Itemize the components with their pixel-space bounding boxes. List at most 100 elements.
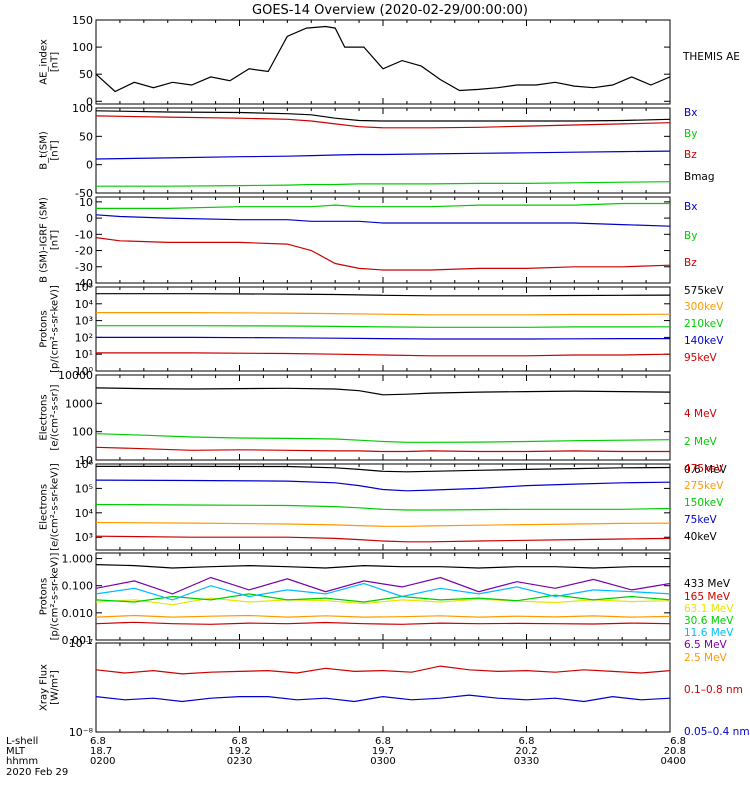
legend-entry: 150keV (684, 497, 724, 509)
panel-6: 0.001 0.010 0.100 1.000 Protons [p/(cm²-s-sr-… (39, 552, 734, 664)
footer-tick-label: 6.8 (90, 736, 106, 747)
series-line-30-6-mev (96, 593, 670, 603)
y-axis-label: [nT] (50, 52, 61, 72)
y-tick-label: 10⁴ (75, 298, 94, 311)
series-line-2-mev (96, 433, 670, 443)
legend-entry: 210keV (684, 318, 724, 330)
legend-entry: 275keV (684, 480, 724, 492)
y-axis-label: [nT] (50, 140, 61, 160)
figure-title: GOES-14 Overview (2020-02-29/00:00:00) (252, 3, 528, 18)
y-tick-label: -50 (75, 187, 93, 200)
y-axis-label: [p/(cm²-s-sr-keV)] (50, 285, 61, 373)
y-tick-label: 50 (79, 68, 93, 81)
y-axis-label: AE_index (39, 39, 50, 85)
y-tick-label: 10⁶ (75, 458, 94, 471)
y-axis-label: Protons (39, 578, 50, 615)
legend-entry: 95keV (684, 352, 718, 364)
legend-entry: 0.05–0.4 nm (684, 726, 750, 738)
y-tick-label: 10⁰ (75, 365, 94, 378)
series-line-165-mev (96, 621, 670, 625)
footer-tick-label: 0300 (370, 756, 395, 767)
y-tick-label: 0.010 (62, 607, 94, 620)
series-line-0-05-0-4-nm (96, 694, 670, 703)
footer-tick-label: 6.8 (375, 736, 391, 747)
footer-tick-label: 18.7 (90, 746, 112, 757)
legend-entry: 300keV (684, 301, 724, 313)
y-tick-label: 10⁵ (75, 281, 93, 294)
series-line-475kev (96, 535, 670, 543)
legend-entry: Bx (684, 201, 697, 213)
panel-1: -50 0 50 100 B_t(SM) [nT] Bx By Bz Bmag (39, 102, 715, 200)
series-line-bz (96, 237, 670, 271)
series-line-300kev (96, 312, 670, 316)
y-tick-label: 0.001 (62, 634, 94, 647)
y-axis-label: B (SM)-IGRF (SM) (39, 197, 50, 283)
y-tick-label: -30 (75, 261, 93, 274)
footer-tick-label: 0230 (227, 756, 252, 767)
legend-entry: 30.6 MeV (684, 615, 734, 627)
y-tick-label: 10⁵ (75, 482, 93, 495)
legend-entry: Bmag (684, 171, 715, 183)
legend-entry: THEMIS AE (682, 51, 740, 63)
y-tick-label: -20 (75, 245, 93, 258)
y-tick-label: 150 (72, 14, 93, 27)
y-tick-label: 1.000 (62, 553, 94, 566)
legend-entry: 2 MeV (684, 436, 718, 448)
series-line-40kev (96, 465, 670, 473)
legend-entry: 63.1 MeV (684, 603, 734, 615)
panel-frame (95, 19, 671, 105)
footer-tick-label: 0330 (514, 756, 539, 767)
legend-entry: 475keV (684, 463, 724, 475)
footer-tick-label: 19.2 (228, 746, 250, 757)
footer-row-label: 2020 Feb 29 (6, 767, 68, 778)
legend-entry: 575keV (684, 285, 724, 297)
series-line-6-5-mev (96, 576, 670, 595)
panel-4: 10 100 1000 10000 Electrons [e/(cm²-s-sr)] 4 M… (39, 369, 728, 476)
legend-entry: 165 MeV (684, 591, 731, 603)
series-line-63-1-mev (96, 597, 670, 606)
y-axis-label: [W/m²] (50, 670, 61, 705)
y-tick-label: 10² (75, 331, 93, 344)
series-line-0-1-0-8-nm (96, 665, 670, 675)
legend-entry: 40keV (684, 531, 718, 543)
y-tick-label: -10 (75, 228, 93, 241)
panel-2: -40 -30 -20 -10 0 10 B (SM)-IGRF (SM) [nT] Bx By B… (39, 196, 698, 290)
series-line-0-6-mev (96, 387, 670, 396)
y-axis-label: [e/(cm²-s-sr)] (50, 384, 61, 450)
y-tick-label: 10¹ (75, 348, 93, 361)
series-line-275kev (96, 521, 670, 527)
y-axis-label: Electrons (39, 484, 50, 530)
footer-tick-label: 19.7 (372, 746, 394, 757)
legend-entry: 433 MeV (684, 578, 731, 590)
y-axis-label: [e/(cm²-s-sr-keV)] (50, 463, 61, 551)
series-line-4-mev (96, 446, 670, 453)
footer-tick-label: 0200 (90, 756, 115, 767)
footer-row-label: hhmm (6, 756, 38, 767)
y-tick-label: 50 (79, 130, 93, 143)
y-tick-label: 0.100 (62, 580, 94, 593)
y-tick-label: -40 (75, 277, 93, 290)
footer-tick-label: 20.2 (515, 746, 537, 757)
y-tick-label: 10³ (75, 315, 93, 328)
y-tick-label: 10000 (58, 369, 93, 382)
y-tick-label: 100 (72, 426, 93, 439)
legend-entry: 11.6 MeV (684, 627, 734, 639)
footer-row-label: L-shell (6, 736, 38, 747)
legend-entry: By (684, 230, 697, 242)
panel-3: 10⁰ 10¹ 10² 10³ 10⁴ 10⁵ Protons [p/(cm²-s-sr-ke… (39, 281, 725, 378)
panel-5: 10³ 10⁴ 10⁵ 10⁶ Electrons [e/(cm²-s-sr-keV)] 4… (39, 458, 725, 551)
legend-entry: Bz (684, 149, 697, 161)
legend-entry: Bz (684, 257, 697, 269)
legend-entry: By (684, 128, 697, 140)
series-line-140kev (96, 336, 670, 340)
series-line-bz (96, 115, 670, 129)
series-line-433-mev (96, 564, 670, 569)
panel-7: 10⁻⁸ 10⁻⁷ Xray Flux [W/m²] 0.1–0.8 nm 0.05–0.… (39, 637, 750, 739)
series-line-by (96, 181, 670, 187)
panel-frame (95, 642, 671, 733)
y-axis-label: Xray Flux (39, 664, 50, 711)
series-line-2-5-mev (96, 614, 670, 618)
